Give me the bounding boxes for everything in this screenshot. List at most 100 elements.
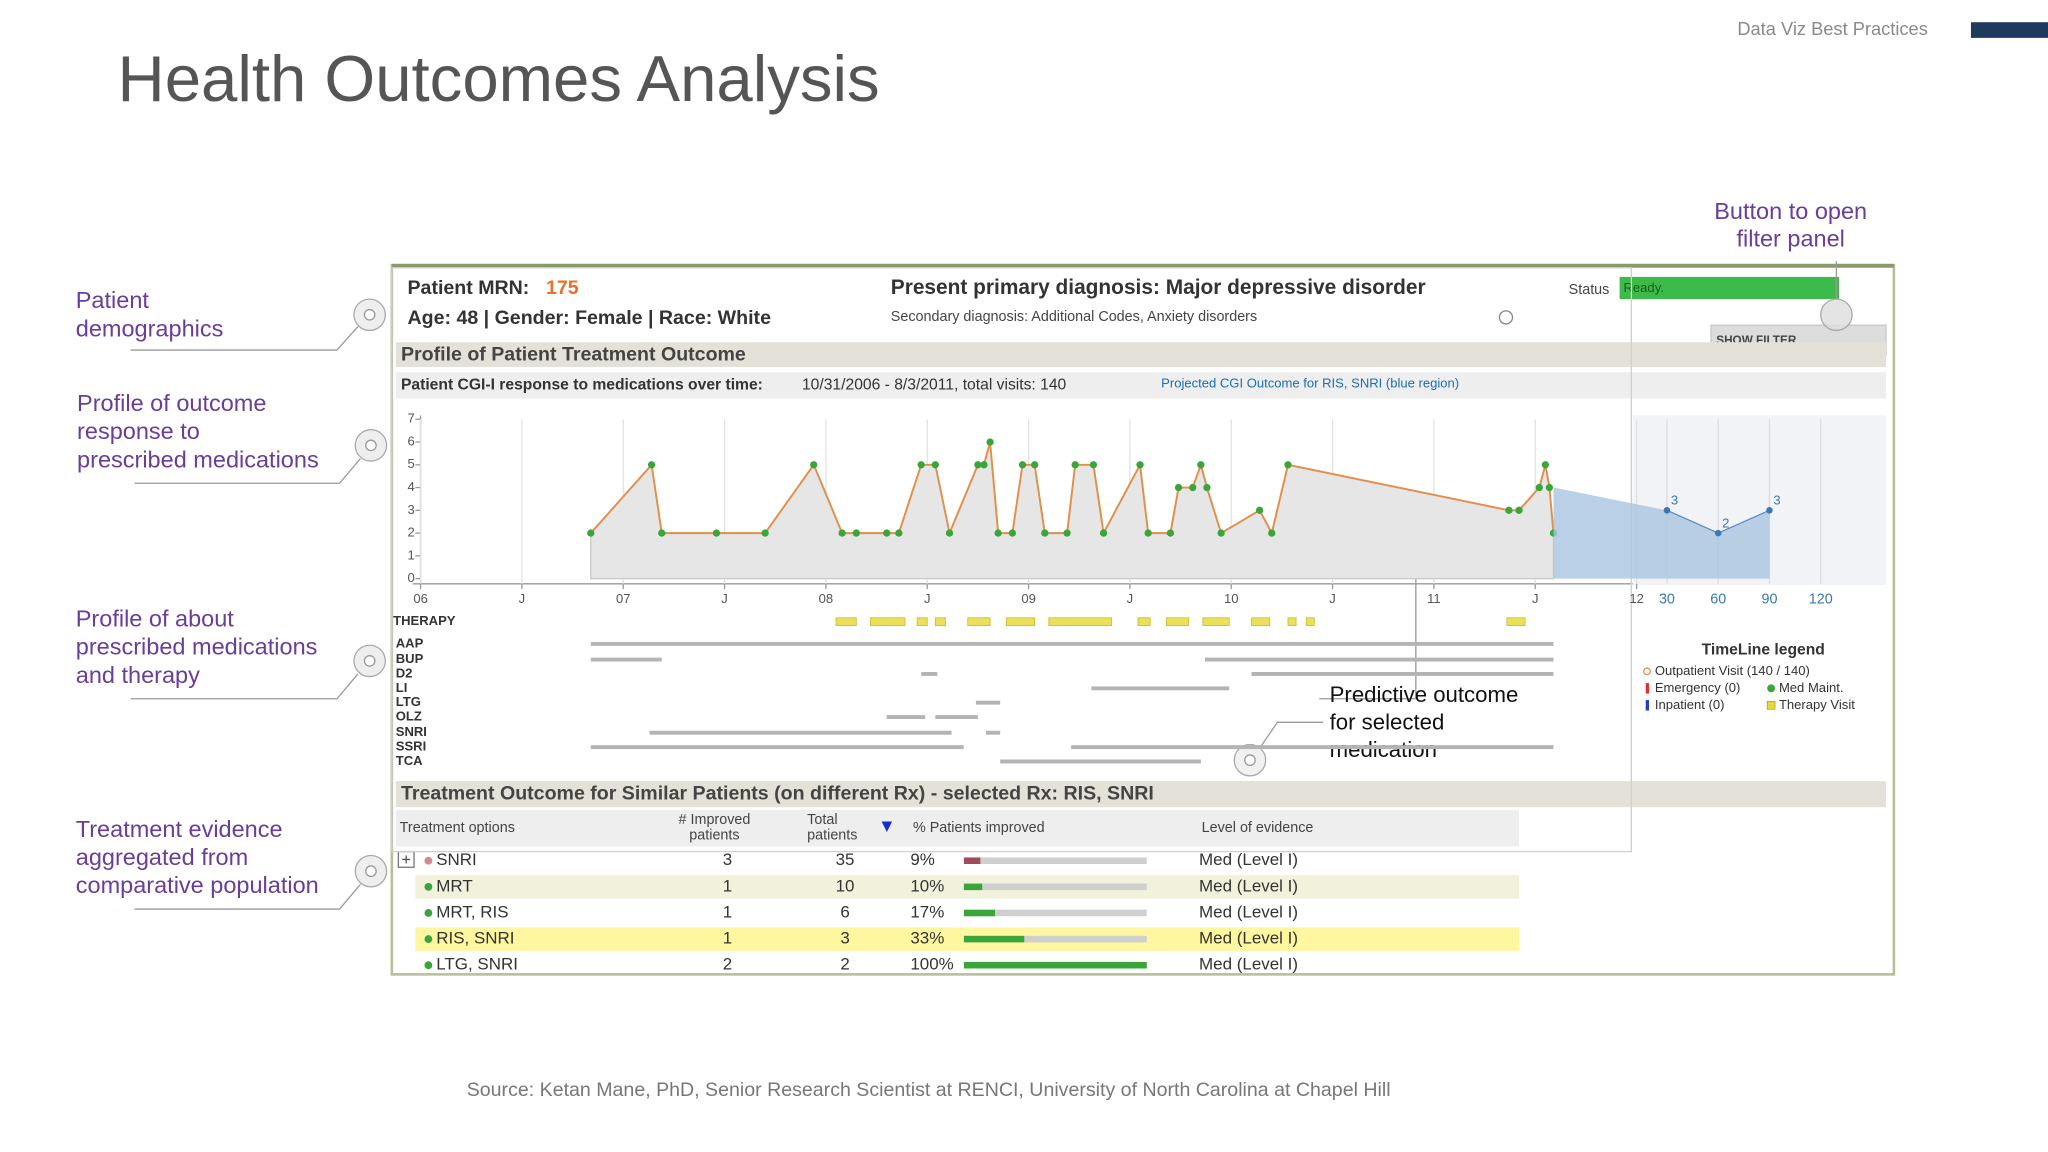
treatment-option[interactable]: MRT [436, 876, 472, 895]
point[interactable] [1099, 529, 1108, 537]
projection-point[interactable] [1766, 507, 1773, 514]
point[interactable] [587, 529, 595, 537]
point[interactable] [838, 529, 846, 537]
y-tick-label: 0 [408, 570, 415, 585]
point[interactable] [974, 461, 982, 469]
point[interactable] [1505, 506, 1513, 514]
y-tick-label: 4 [408, 479, 415, 494]
x-tick-label: 90 [1761, 591, 1777, 607]
sort-icon[interactable] [881, 821, 893, 832]
section-title: Treatment Outcome for Similar Patients (… [401, 782, 1154, 804]
chart-header [395, 372, 1887, 399]
total-count: 2 [840, 955, 849, 974]
legend-label: Inpatient (0) [1655, 697, 1725, 712]
improved-count: 2 [723, 955, 732, 974]
callout-dot [363, 308, 376, 321]
point[interactable] [1284, 461, 1292, 469]
treatment-option[interactable]: RIS, SNRI [436, 929, 514, 948]
pct-label: 100% [910, 955, 953, 974]
therapy-row-label: BUP [396, 651, 424, 666]
point[interactable] [917, 461, 925, 469]
pct-bar [963, 857, 981, 864]
point[interactable] [1217, 529, 1225, 537]
point[interactable] [1174, 483, 1183, 492]
point[interactable] [1063, 529, 1071, 537]
x-tick-label: J [519, 591, 526, 606]
point[interactable] [761, 529, 769, 537]
projection-point[interactable] [1714, 529, 1722, 537]
point[interactable] [1515, 506, 1523, 514]
point[interactable] [931, 461, 940, 469]
therapy-visit [934, 617, 946, 627]
legend-marker [1767, 684, 1776, 693]
annotation: medication [1330, 737, 1437, 762]
point[interactable] [658, 529, 666, 537]
therapy-row-label: OLZ [396, 709, 422, 724]
section-band [395, 342, 1887, 368]
connector [130, 326, 359, 351]
therapy-visit [835, 617, 857, 627]
point[interactable] [1018, 461, 1027, 469]
x-tick-label: J [924, 591, 931, 606]
point[interactable] [1071, 461, 1079, 469]
point[interactable] [1268, 529, 1276, 537]
point[interactable] [1255, 506, 1264, 514]
evidence: Med (Level I) [1199, 850, 1298, 869]
treatment-option[interactable]: SNRI [436, 850, 477, 869]
brand-bar [1970, 22, 2048, 38]
radio[interactable] [1498, 310, 1514, 325]
callout-dot [365, 865, 377, 878]
therapy-row-label: SSRI [396, 739, 426, 754]
point[interactable] [980, 461, 988, 469]
point[interactable] [712, 529, 721, 537]
callout [353, 298, 386, 332]
treatment-option[interactable]: MRT, RIS [436, 902, 508, 921]
point[interactable] [1136, 461, 1144, 469]
improved-count: 1 [723, 929, 732, 948]
point[interactable] [852, 529, 860, 537]
point[interactable] [1089, 461, 1098, 469]
point[interactable] [810, 461, 818, 469]
point[interactable] [1030, 461, 1039, 469]
point[interactable] [1008, 529, 1017, 537]
connector [134, 883, 361, 910]
point[interactable] [647, 461, 656, 469]
point[interactable] [994, 529, 1002, 537]
x-tick-label: 07 [616, 591, 631, 606]
slide-title: Health Outcomes Analysis [118, 42, 880, 115]
point[interactable] [1197, 461, 1205, 469]
connector [130, 673, 359, 700]
improved-count: 1 [723, 876, 732, 895]
point[interactable] [1144, 529, 1152, 537]
pct-track [963, 935, 1147, 943]
therapy-visit [870, 617, 906, 627]
status-label: Status [1569, 282, 1610, 298]
callout [1233, 743, 1267, 777]
projection-lead [1553, 487, 1667, 579]
annotation: and therapy [76, 662, 200, 688]
projection-point[interactable] [1663, 507, 1671, 514]
point[interactable] [1535, 483, 1543, 492]
connectors [130, 261, 1838, 910]
point[interactable] [1545, 483, 1554, 492]
point[interactable] [945, 529, 954, 537]
x-tick-label: 08 [819, 591, 834, 606]
point[interactable] [1189, 483, 1197, 492]
therapy-visit [1506, 617, 1526, 627]
point[interactable] [1166, 529, 1175, 537]
point[interactable] [1203, 483, 1211, 492]
callout-dot [1244, 754, 1256, 767]
column-header: Level of evidence [1202, 820, 1314, 836]
point[interactable] [895, 529, 903, 537]
point[interactable] [1041, 529, 1049, 537]
row-dot [424, 882, 433, 891]
point[interactable] [883, 529, 891, 537]
therapy-visit [1202, 617, 1230, 627]
y-tick-label: 3 [408, 502, 415, 517]
x-tick-label: 30 [1659, 591, 1675, 607]
point[interactable] [1541, 461, 1550, 469]
point[interactable] [986, 438, 994, 446]
treatment-option[interactable]: LTG, SNRI [436, 955, 518, 974]
x-tick-label: 10 [1224, 591, 1239, 606]
